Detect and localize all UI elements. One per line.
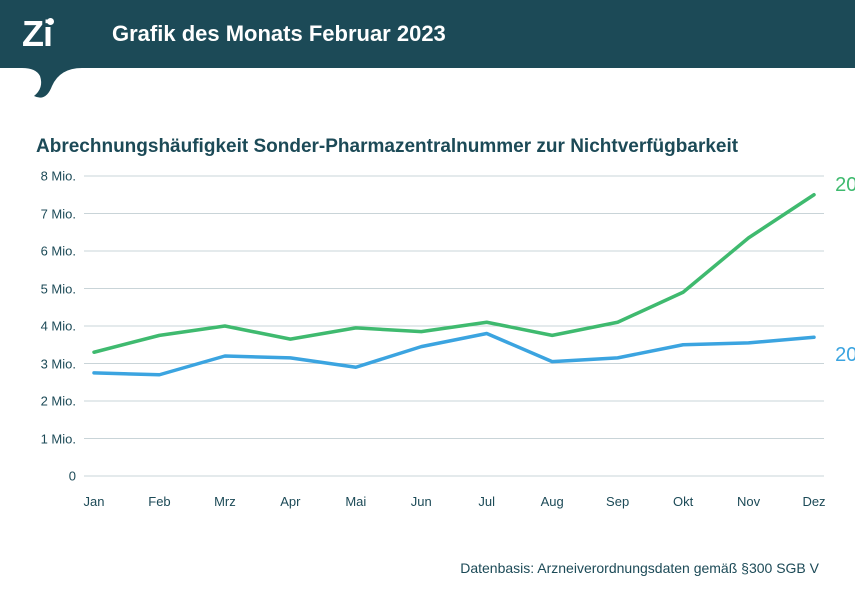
y-tick-label: 2 Mio. <box>41 394 84 409</box>
y-tick-label: 7 Mio. <box>41 206 84 221</box>
x-tick-label: Dez <box>802 476 825 509</box>
logo: Zi <box>22 16 52 52</box>
x-tick-label: Okt <box>673 476 693 509</box>
chart-title: Abrechnungshäufigkeit Sonder-Pharmazentr… <box>36 136 819 158</box>
logo-dot-icon <box>47 18 54 25</box>
chart-area: Abrechnungshäufigkeit Sonder-Pharmazentr… <box>0 68 855 476</box>
y-tick-label: 8 Mio. <box>41 169 84 184</box>
x-tick-label: Feb <box>148 476 170 509</box>
series-line-2021 <box>94 334 814 375</box>
header-bar: Zi Grafik des Monats Februar 2023 <box>0 0 855 68</box>
y-tick-label: 6 Mio. <box>41 244 84 259</box>
x-tick-label: Sep <box>606 476 629 509</box>
x-tick-label: Mrz <box>214 476 236 509</box>
line-chart: 01 Mio.2 Mio.3 Mio.4 Mio.5 Mio.6 Mio.7 M… <box>84 176 824 476</box>
y-tick-label: 0 <box>69 469 84 484</box>
x-tick-label: Nov <box>737 476 760 509</box>
y-tick-label: 5 Mio. <box>41 281 84 296</box>
x-tick-label: Jun <box>411 476 432 509</box>
x-tick-label: Mai <box>345 476 366 509</box>
x-tick-label: Jan <box>84 476 105 509</box>
data-source-footnote: Datenbasis: Arzneiverordnungsdaten gemäß… <box>460 560 819 576</box>
x-tick-label: Apr <box>280 476 300 509</box>
chart-svg <box>84 176 824 476</box>
x-tick-label: Aug <box>541 476 564 509</box>
series-line-2022 <box>94 195 814 353</box>
y-tick-label: 3 Mio. <box>41 356 84 371</box>
series-label-2021: 2021 <box>835 344 855 367</box>
y-tick-label: 4 Mio. <box>41 319 84 334</box>
x-tick-label: Jul <box>478 476 495 509</box>
y-tick-label: 1 Mio. <box>41 431 84 446</box>
series-label-2022: 2022 <box>835 174 855 197</box>
header-title: Grafik des Monats Februar 2023 <box>112 21 446 47</box>
